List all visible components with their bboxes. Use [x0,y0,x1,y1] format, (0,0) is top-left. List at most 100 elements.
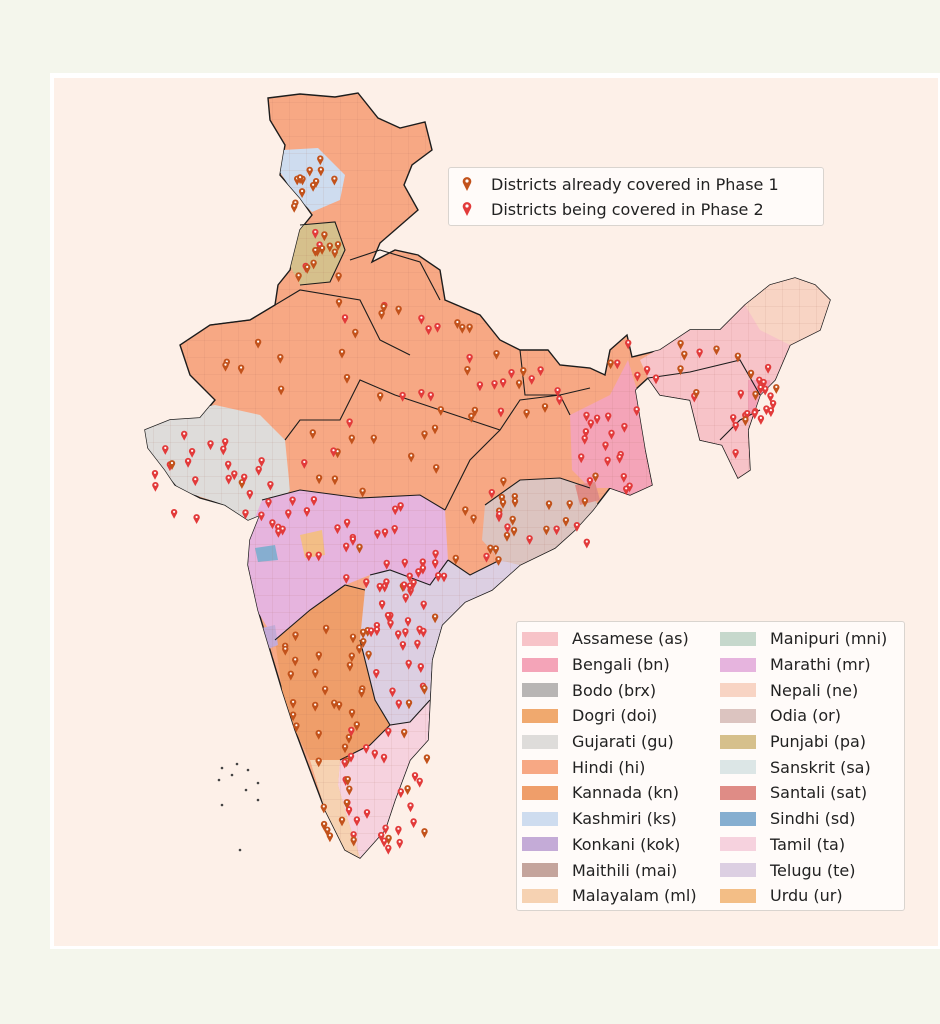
phase2-district-pin [397,788,404,799]
phase2-district-pin [418,388,425,399]
phase2-district-pin [376,582,383,593]
legend-label: Tamil (ta) [770,834,846,854]
phase1-district-pin [321,231,328,242]
legend-item: Santali (sat) [715,780,887,806]
legend-label: Sanskrit (sa) [770,757,871,777]
phase1-district-pin [312,246,319,257]
phase1-district-pin [356,644,363,655]
phase2-district-pin [767,392,774,403]
phase2-district-pin [383,578,390,589]
phase1-district-pin [713,345,720,356]
legend-label: Malayalam (ml) [572,886,697,906]
phase1-district-pin [320,820,328,831]
phase1-district-pin [503,531,511,542]
phase1-district-pin [352,328,359,339]
phase1-district-pin [468,412,475,423]
phase2-district-pin [258,457,265,467]
language-legend: Assamese (as) Bengali (bn) Bodo (brx) Do… [516,621,905,911]
phase2-district-pin [730,414,737,424]
legend-item: Sanskrit (sa) [715,754,887,780]
phase1-district-pin [291,202,298,213]
phase2-pin-icon [462,202,472,216]
phase2-district-pin [406,572,413,583]
legend-item: Sindhi (sd) [715,806,887,832]
phase1-district-pin [237,364,245,375]
legend-label: Kannada (kn) [572,783,680,803]
phase2-district-pin [347,752,355,763]
phase1-district-pin [321,685,329,696]
language-legend-left: Assamese (as) Bengali (bn) Bodo (brx) Do… [517,626,697,909]
phase2-district-pin [537,366,544,377]
phase2-district-pin [553,525,560,536]
phase1-district-pin [466,323,473,334]
phase2-district-pin [491,380,498,390]
phase1-district-pin [421,684,428,695]
phase1-district-pin [404,785,411,795]
legend-label: Sindhi (sd) [770,809,856,829]
phase1-district-pin [168,460,176,470]
phase2-district-pin [499,378,507,389]
phase2-district-pin [265,498,272,509]
phase1-district-pin [287,670,294,681]
phase1-district-pin [353,721,360,732]
phase2-district-pin [418,314,425,325]
phase1-district-pin [541,403,549,413]
phase2-district-pin [170,508,178,519]
phase2-district-pin [374,529,381,540]
phase1-district-pin [747,369,755,380]
phase2-district-pin [310,496,318,506]
phase1-district-pin [520,367,527,377]
legend-label: Manipuri (mni) [770,629,888,649]
legend-item: Bodo (brx) [517,677,697,703]
legend-swatch [720,863,756,878]
phase2-district-pin [341,314,349,325]
phase2-district-pin [769,399,777,410]
phase2-district-pin [348,726,355,737]
phase2-district-pin [410,579,417,589]
legend-swatch [720,734,756,749]
phase2-district-pin [267,480,274,491]
phase2-district-pin [402,593,409,604]
phase2-district-pin [312,228,319,239]
legend-phase1-label: Districts already covered in Phase 1 [491,174,779,194]
phase1-district-pin [331,248,338,259]
phase2-district-pin [583,411,590,422]
phase1-district-pin [464,365,471,376]
legend-swatch [522,683,558,698]
phase1-district-pin [356,543,363,554]
phase2-district-pin [405,659,412,670]
phase1-district-pin [487,544,494,555]
phase1-district-pin [581,497,589,508]
phase1-district-pin [677,339,684,350]
phase2-district-pin [732,421,739,432]
phase2-district-pin [497,407,505,418]
phase1-district-pin [681,350,688,361]
legend-item: Maithili (mai) [517,857,697,883]
legend-label: Telugu (te) [770,860,856,880]
phase1-district-pin [315,729,322,740]
phase1-district-pin [405,699,413,710]
phase1-district-pin [312,177,320,188]
phase2-district-pin [466,353,473,364]
phase2-district-pin [508,368,515,379]
legend-label: Konkani (kok) [572,834,681,854]
phase1-district-pin [734,352,742,363]
legend-item: Manipuri (mni) [715,626,887,652]
legend-item: Nepali (ne) [715,677,887,703]
phase2-district-pin [756,376,763,387]
phase1-district-pin [350,836,357,847]
phase2-district-pin [269,519,276,530]
phase1-district-pin [312,668,319,679]
phase1-district-pin [277,353,284,364]
phase2-district-pin [225,460,232,471]
phase1-district-pin [365,650,372,661]
phase2-district-pin [279,525,286,536]
phase1-district-pin [309,429,316,440]
phase2-district-pin [395,699,402,710]
phase2-district-pin [643,365,651,376]
legend-item: Gujarati (gu) [517,729,697,755]
phase1-district-pin [346,785,353,796]
phase2-district-pin [353,816,361,827]
legend-swatch [522,657,558,672]
phase2-district-pin [330,447,337,458]
